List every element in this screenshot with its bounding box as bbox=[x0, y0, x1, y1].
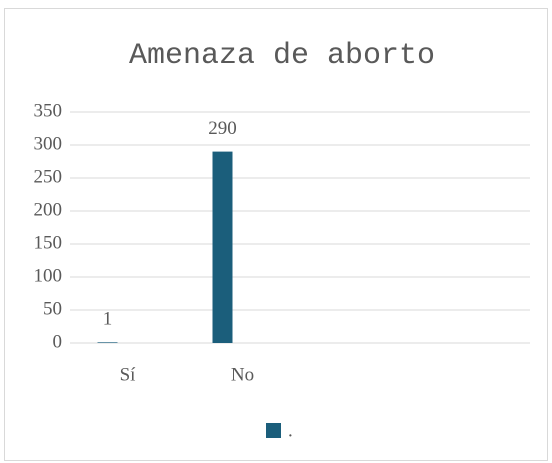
data-label: 290 bbox=[208, 118, 237, 139]
y-tick-label: 350 bbox=[34, 100, 63, 121]
data-label: 1 bbox=[103, 309, 113, 330]
y-tick-label: 100 bbox=[34, 265, 63, 286]
y-tick-label: 50 bbox=[43, 298, 62, 319]
x-tick-label: No bbox=[231, 364, 254, 385]
bar bbox=[97, 342, 118, 343]
bar bbox=[212, 151, 233, 343]
chart-title: Amenaza de aborto bbox=[129, 39, 435, 73]
x-tick-label: Sí bbox=[120, 364, 137, 385]
legend-swatch bbox=[266, 423, 281, 438]
chart-frame bbox=[4, 8, 548, 461]
legend-label: . bbox=[288, 420, 293, 441]
y-tick-label: 0 bbox=[53, 331, 63, 352]
y-tick-label: 300 bbox=[34, 133, 63, 154]
y-tick-label: 250 bbox=[34, 166, 63, 187]
y-tick-label: 150 bbox=[34, 232, 63, 253]
y-tick-label: 200 bbox=[34, 199, 63, 220]
